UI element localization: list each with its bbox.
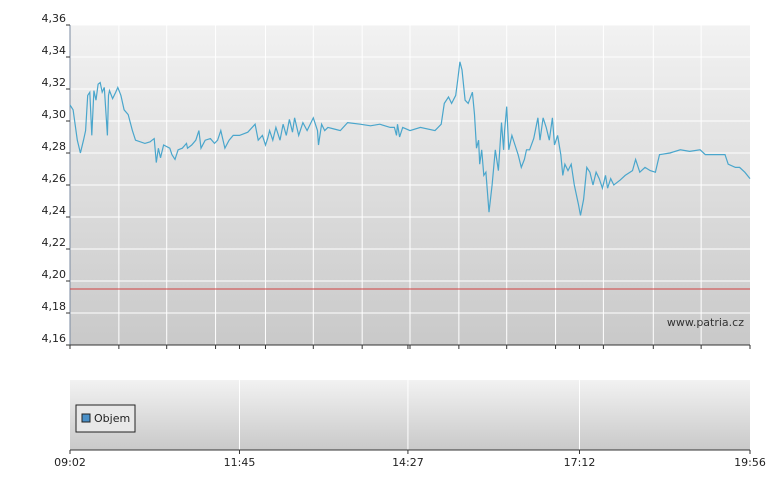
y-tick-label: 4,34 [42, 44, 67, 57]
y-tick-label: 4,26 [42, 172, 67, 185]
y-tick-label: 4,28 [42, 140, 67, 153]
y-tick-label: 4,22 [42, 236, 67, 249]
x-tick-label: 11:45 [224, 456, 256, 469]
x-tick-label: 19:56 [734, 456, 766, 469]
legend-swatch [81, 413, 91, 423]
y-tick-label: 4,32 [42, 76, 67, 89]
y-tick-label: 4,20 [42, 268, 67, 281]
y-tick-label: 4,36 [42, 12, 67, 25]
y-tick-label: 4,30 [42, 108, 67, 121]
y-tick-label: 4,16 [42, 332, 67, 345]
price-line [69, 61, 751, 216]
watermark: www.patria.cz [667, 316, 744, 329]
x-tick-label: 14:27 [392, 456, 424, 469]
legend-label: Objem [94, 412, 130, 425]
volume-panel [70, 380, 750, 450]
x-tick-label: 17:12 [564, 456, 596, 469]
x-tick-label: 09:02 [54, 456, 86, 469]
y-tick-label: 4,18 [42, 300, 67, 313]
y-tick-label: 4,24 [42, 204, 67, 217]
